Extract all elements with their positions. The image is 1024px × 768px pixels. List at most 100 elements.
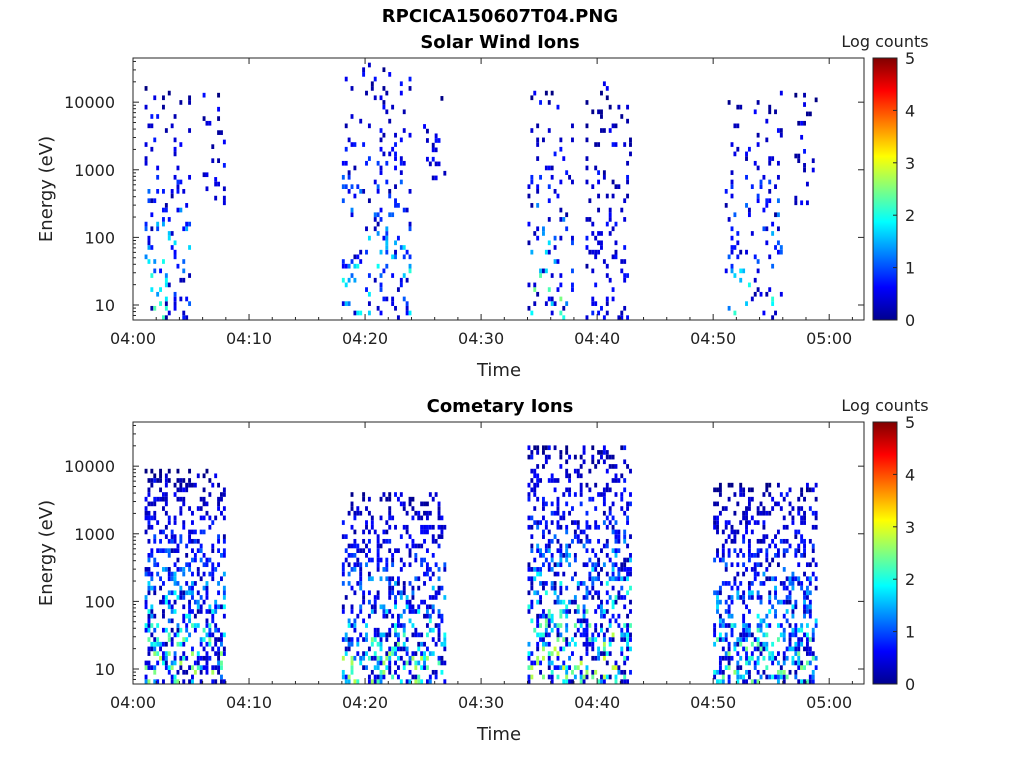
heatmap-cell: [170, 627, 174, 633]
heatmap-cell: [162, 221, 165, 227]
heatmap-cell: [803, 92, 806, 98]
heatmap-cell: [162, 492, 165, 497]
heatmap-cell: [376, 189, 380, 194]
heatmap-cell: [144, 665, 148, 670]
heatmap-cell: [350, 543, 354, 549]
heatmap-cell: [765, 632, 769, 638]
heatmap-cell: [147, 524, 151, 530]
heatmap-cell: [185, 226, 189, 232]
heatmap-cell: [385, 240, 389, 246]
heatmap-cell: [582, 529, 586, 535]
heatmap-cell: [782, 613, 786, 619]
heatmap-cell: [217, 665, 221, 670]
heatmap-cell: [367, 571, 371, 577]
heatmap-cell: [803, 632, 806, 638]
heatmap-cell: [147, 646, 151, 652]
heatmap-cell: [730, 595, 734, 600]
heatmap-cell: [597, 142, 601, 147]
heatmap-cell: [341, 174, 345, 180]
heatmap-cell: [179, 660, 183, 666]
heatmap-cell: [382, 151, 386, 157]
heatmap-cell: [605, 482, 609, 488]
heatmap-cell: [803, 595, 806, 600]
heatmap-cell: [167, 599, 171, 605]
heatmap-cell: [716, 595, 719, 600]
heatmap-cell: [173, 137, 177, 143]
heatmap-cell: [547, 100, 551, 105]
heatmap-cell: [385, 557, 389, 563]
heatmap-cell: [579, 501, 583, 507]
heatmap-cell: [597, 655, 601, 661]
heatmap-cell: [423, 651, 426, 656]
heatmap-cell: [147, 189, 151, 194]
heatmap-cell: [582, 562, 586, 568]
y-tick-label: 100: [84, 228, 115, 247]
heatmap-cell: [765, 198, 769, 204]
heatmap-cell: [144, 571, 148, 577]
heatmap-cell: [739, 674, 743, 680]
heatmap-cell: [811, 543, 815, 549]
heatmap-cell: [388, 581, 392, 586]
heatmap-cell: [629, 571, 632, 577]
heatmap-cell: [713, 557, 717, 563]
heatmap-cell: [776, 240, 780, 246]
heatmap-cell: [399, 170, 403, 175]
heatmap-cell: [588, 487, 592, 493]
heatmap-cell: [759, 501, 763, 507]
heatmap-cell: [156, 165, 160, 171]
heatmap-cell: [608, 231, 612, 236]
heatmap-cell: [362, 637, 366, 642]
heatmap-cell: [756, 287, 760, 292]
heatmap-cell: [214, 599, 218, 605]
heatmap-cell: [167, 637, 171, 642]
heatmap-cell: [350, 660, 354, 666]
heatmap-cell: [370, 576, 374, 582]
heatmap-cell: [602, 543, 606, 549]
heatmap-cell: [405, 595, 409, 600]
heatmap-cell: [530, 179, 534, 185]
heatmap-cell: [782, 627, 786, 633]
heatmap-cell: [605, 543, 609, 549]
heatmap-cell: [199, 496, 203, 502]
heatmap-cell: [724, 632, 728, 638]
heatmap-cell: [202, 599, 206, 605]
heatmap-cell: [626, 501, 630, 507]
heatmap-cell: [191, 571, 194, 577]
heatmap-cell: [147, 557, 151, 563]
heatmap-cell: [402, 590, 406, 596]
heatmap-cell: [776, 226, 780, 232]
heatmap-cell: [350, 655, 354, 661]
heatmap-cell: [571, 669, 574, 675]
heatmap-cell: [771, 655, 775, 661]
heatmap-cell: [550, 660, 554, 666]
heatmap-cell: [164, 627, 168, 633]
heatmap-cell: [176, 669, 180, 675]
heatmap-cell: [759, 599, 763, 605]
heatmap-cell: [576, 585, 580, 591]
heatmap-cell: [718, 679, 722, 684]
heatmap-cell: [222, 548, 226, 553]
heatmap-cell: [173, 674, 177, 680]
x-tick-label: 04:30: [458, 693, 504, 712]
heatmap-cell: [527, 282, 531, 288]
heatmap-cell: [533, 660, 537, 666]
heatmap-cell: [185, 562, 189, 568]
heatmap-cell: [553, 646, 557, 652]
heatmap-cell: [391, 590, 395, 596]
heatmap-cell: [162, 679, 165, 684]
heatmap-cell: [150, 482, 154, 488]
heatmap-cell: [716, 487, 719, 493]
heatmap-cell: [620, 632, 624, 638]
heatmap-cell: [191, 590, 194, 596]
heatmap-cell: [579, 454, 583, 460]
heatmap-cell: [356, 510, 360, 516]
heatmap-cell: [550, 553, 554, 558]
heatmap-cell: [167, 651, 171, 656]
heatmap-cell: [805, 181, 809, 187]
heatmap-cell: [542, 581, 545, 586]
heatmap-cell: [437, 576, 441, 582]
heatmap-cell: [350, 585, 354, 591]
heatmap-cell: [727, 100, 731, 105]
heatmap-cell: [542, 464, 545, 469]
heatmap-cell: [188, 604, 192, 610]
